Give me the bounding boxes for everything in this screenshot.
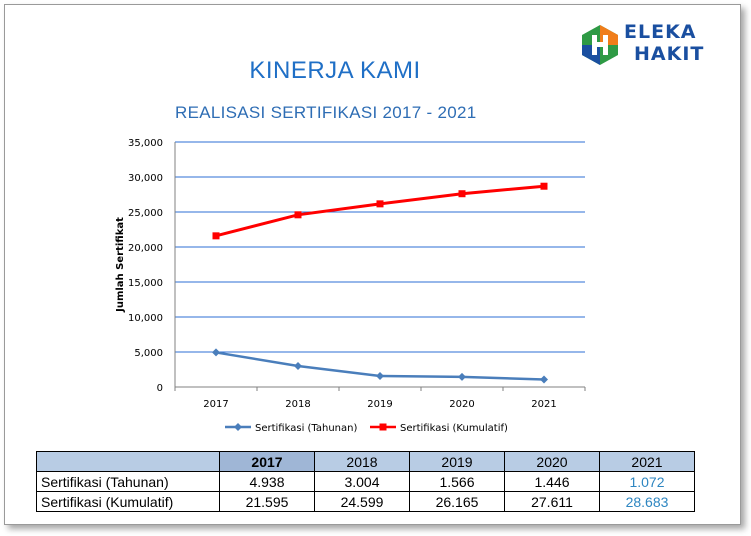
- data-point: [212, 348, 220, 357]
- table-cell: 27.611: [504, 491, 600, 512]
- table-cell: 4.938: [219, 471, 315, 492]
- x-tick-label: 2017: [203, 399, 228, 410]
- table-cell: 3.004: [314, 471, 410, 492]
- table-header-cell: 2019: [409, 451, 505, 472]
- x-tick-label: 2021: [531, 399, 556, 410]
- data-point: [458, 190, 466, 198]
- data-point: [294, 361, 302, 370]
- y-tick-label: 25,000: [128, 208, 163, 219]
- table-header-cell: 2020: [504, 451, 600, 472]
- y-tick-label: 5,000: [134, 348, 163, 359]
- table-cell: 1.446: [504, 471, 600, 492]
- table-header-cell: [36, 451, 220, 472]
- legend-marker: [234, 423, 242, 431]
- y-tick-label: 30,000: [128, 173, 163, 184]
- table-row-label: Sertifikasi (Tahunan): [36, 471, 220, 492]
- x-tick-label: 2020: [449, 399, 474, 410]
- data-point: [458, 372, 466, 381]
- y-tick-label: 0: [157, 383, 163, 394]
- table-cell: 1.566: [409, 471, 505, 492]
- y-tick-label: 35,000: [128, 138, 163, 149]
- logo-icon: [582, 25, 618, 65]
- table-row-label: Sertifikasi (Kumulatif): [36, 491, 220, 512]
- series-line: [215, 184, 545, 238]
- data-point: [376, 200, 384, 208]
- y-axis-label: Jumlah Sertifikat: [115, 217, 126, 313]
- data-point: [376, 372, 384, 381]
- page-title: KINERJA KAMI: [249, 57, 421, 84]
- data-point: [212, 232, 220, 240]
- line-chart: 0 5,000 10,000 15,000 20,000 25,000 30,000 35,0…: [115, 138, 586, 434]
- data-table: 2017 2018 2019 2020 2021 Sertifikasi (Ta…: [36, 451, 695, 512]
- table-cell: 28.683: [599, 491, 695, 512]
- table-row: Sertifikasi (Kumulatif) 21.595 24.599 26…: [36, 491, 695, 512]
- table-cell: 1.072: [599, 471, 695, 492]
- table-cell: 21.595: [219, 491, 315, 512]
- legend-label: Sertifikasi (Tahunan): [255, 423, 357, 434]
- table-header-cell: 2018: [314, 451, 410, 472]
- table-header-cell: 2017: [219, 451, 315, 472]
- x-tick-label: 2018: [285, 399, 310, 410]
- table-cell: 24.599: [314, 491, 410, 512]
- table-row: Sertifikasi (Tahunan) 4.938 3.004 1.566 …: [36, 471, 695, 492]
- page-subtitle: REALISASI SERTIFIKASI 2017 - 2021: [175, 103, 477, 122]
- table-cell: 26.165: [409, 491, 505, 512]
- y-tick-label: 10,000: [128, 313, 163, 324]
- logo-text-line1: ELEKA: [624, 21, 697, 43]
- data-point: [540, 375, 548, 384]
- y-tick-label: 15,000: [128, 278, 163, 289]
- logo-text-line2: HAKIT: [634, 43, 705, 65]
- legend-marker: [379, 423, 387, 431]
- y-tick-label: 20,000: [128, 243, 163, 254]
- data-point: [294, 211, 302, 219]
- company-logo: ELEKA HAKIT: [578, 21, 738, 69]
- table-header-row: 2017 2018 2019 2020 2021: [36, 451, 695, 472]
- data-point: [540, 182, 548, 190]
- legend-label: Sertifikasi (Kumulatif): [400, 423, 508, 434]
- table-header-cell: 2021: [599, 451, 695, 472]
- slide-frame: ELEKA HAKIT KINERJA KAMI REALISASI SERTI…: [4, 4, 741, 525]
- x-tick-label: 2019: [367, 399, 392, 410]
